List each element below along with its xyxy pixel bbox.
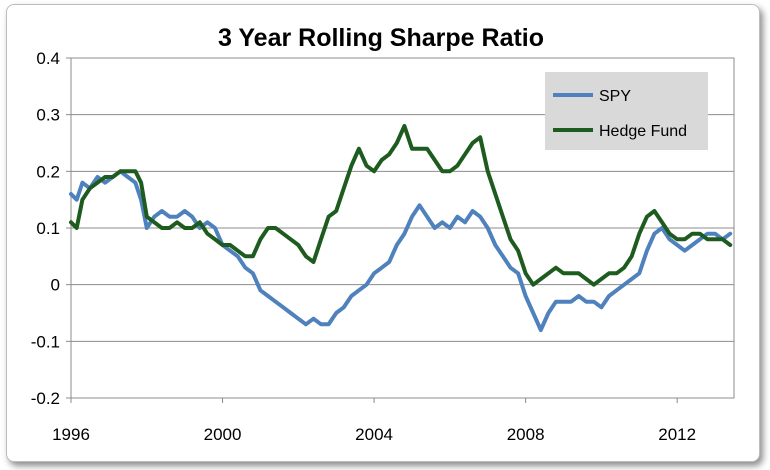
legend: SPY Hedge Fund — [545, 72, 708, 150]
legend-box — [545, 72, 708, 150]
series-line-hedge-fund — [69, 124, 733, 287]
x-tick-label: 2012 — [658, 425, 696, 444]
y-tick-label: 0.2 — [36, 162, 60, 181]
series-line-spy — [69, 169, 733, 332]
y-tick-label: 0.3 — [36, 106, 60, 125]
chart-title: 3 Year Rolling Sharpe Ratio — [218, 24, 544, 52]
y-tick-label: -0.2 — [31, 389, 60, 408]
series-lines — [69, 124, 733, 332]
y-tick-label: 0.1 — [36, 219, 60, 238]
legend-label-spy: SPY — [599, 88, 631, 105]
x-tick-label: 2000 — [204, 425, 242, 444]
y-tick-label: -0.1 — [31, 332, 60, 351]
x-tick-label: 2008 — [507, 425, 545, 444]
axis-ticks: -0.2 -0.1 0 0.1 0.2 0.3 0.4 1996 2000 2004 2008 201… — [31, 49, 696, 444]
y-tick-label: 0.4 — [36, 49, 60, 68]
x-tick-label: 1996 — [52, 425, 90, 444]
legend-label-hedge-fund: Hedge Fund — [599, 123, 687, 140]
y-tick-label: 0 — [51, 276, 60, 295]
x-tick-label: 2004 — [355, 425, 393, 444]
